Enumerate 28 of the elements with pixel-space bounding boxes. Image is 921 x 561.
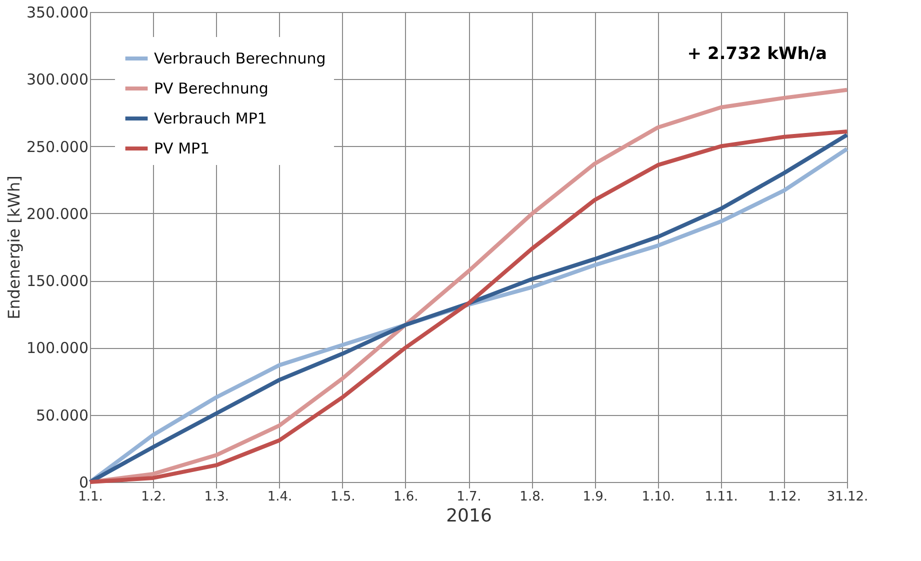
y-tick-label: 150.000 [26,272,88,290]
x-tick-label: 1.9. [582,490,608,504]
x-tick-label: 1.5. [330,490,356,504]
y-tick-label: 250.000 [26,138,88,156]
x-tick-label: 1.8. [520,490,544,504]
y-tick-label: 0 [78,474,88,492]
y-tick-label: 100.000 [26,339,88,358]
y-tick-label: 300.000 [26,70,88,89]
x-tick-label: 1.10. [642,490,675,504]
y-tick-label: 50.000 [36,406,88,424]
y-tick-label: 350.000 [26,4,88,22]
x-tick-label: 1.7. [456,490,482,504]
x-tick-label: 1.11. [704,490,738,504]
x-tick-label: 1.1. [78,490,103,504]
annotation: + 2.732 kWh/a [687,44,827,64]
x-tick-label: 31.12. [826,490,868,504]
x-axis-title: 2016 [446,506,492,526]
x-tick-label: 1.6. [394,490,418,504]
x-tick-label: 1.12. [768,490,801,504]
legend-label: PV Berechnung [154,80,268,98]
x-tick-label: 1.4. [267,490,292,504]
legend-label: Verbrauch MP1 [154,110,267,128]
y-axis-title: Endenergie [kWh] [4,176,24,320]
legend-label: PV MP1 [154,140,210,158]
x-tick-label: 1.3. [204,490,230,504]
y-tick-label: 200.000 [26,204,88,223]
x-tick-label: 1.2. [141,490,166,504]
legend-label: Verbrauch Berechnung [154,50,326,68]
